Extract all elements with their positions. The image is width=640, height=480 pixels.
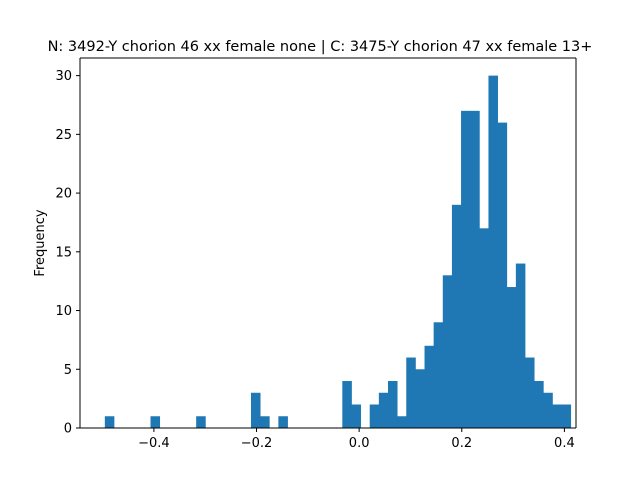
histogram-bar [406,357,416,428]
histogram-bar [524,357,535,428]
histogram-bar [196,416,206,428]
x-ticks-group: −0.4 −0.2 0.0 0.2 0.4 [138,428,575,451]
histogram-bar [260,416,270,428]
y-tick-label: 5 [64,363,72,378]
histogram-bar [104,416,115,428]
histogram-bar [433,322,444,428]
histogram-bar [479,228,489,428]
histogram-bar [534,381,544,428]
histogram-bar [387,381,398,428]
histogram-bar [442,275,453,428]
x-tick-label: 0.0 [349,436,370,451]
histogram-bar [461,110,471,428]
histogram-bar [278,416,288,428]
x-tick-label: −0.4 [138,436,170,451]
histogram-bar [506,287,517,428]
histogram-bar [497,122,508,428]
histogram-bar [397,416,407,428]
y-tick-label: 25 [55,128,72,143]
histogram-bar [552,404,562,428]
x-tick-label: −0.2 [241,436,273,451]
y-tick-label: 0 [64,422,72,437]
histogram-bar [470,110,480,428]
x-tick-label: 0.2 [451,436,472,451]
axes-group [79,57,577,429]
histogram-bar [451,204,462,428]
histogram-bar [250,392,261,428]
histogram-bar [342,381,352,428]
chart-title: N: 3492-Y chorion 46 xx female none | C:… [48,39,593,55]
histogram-bar [543,392,553,428]
histogram-bar [561,404,572,428]
y-tick-label: 10 [55,304,72,319]
histogram-bar [415,369,425,428]
y-ticks-group: 0 5 10 15 20 25 30 [55,69,80,437]
y-tick-label: 30 [55,69,72,84]
y-tick-label: 20 [55,187,72,202]
y-axis-label: Frequency [33,209,48,276]
histogram-bar [515,263,526,428]
x-tick-label: 0.4 [554,436,575,451]
bars-group [104,75,572,428]
histogram-bar [369,404,380,428]
histogram-bar [488,75,498,428]
y-tick-label: 15 [55,245,72,260]
histogram-bar [351,404,361,428]
histogram-bar [378,392,389,428]
histogram-bar [150,416,161,428]
histogram-bar [424,345,435,428]
